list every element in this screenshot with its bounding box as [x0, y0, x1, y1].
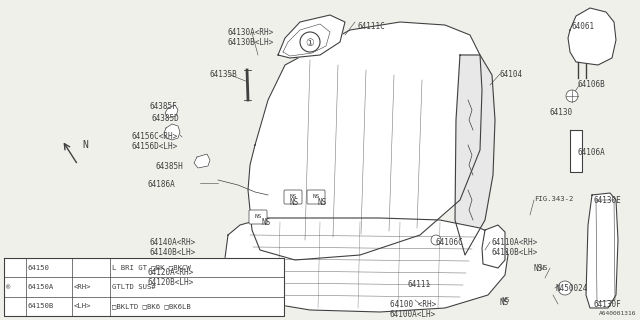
Text: 64385F: 64385F: [150, 102, 178, 111]
Text: 64130A<RH>: 64130A<RH>: [228, 28, 275, 37]
Polygon shape: [194, 154, 210, 168]
Text: 64150A: 64150A: [28, 284, 54, 290]
Text: 64104: 64104: [500, 70, 523, 79]
Text: 64186A: 64186A: [148, 180, 176, 189]
Text: 64130F: 64130F: [594, 300, 621, 309]
Text: □BKLTD □BK6 □BK6LB: □BKLTD □BK6 □BK6LB: [112, 303, 191, 309]
Text: 64106C: 64106C: [436, 238, 464, 247]
FancyBboxPatch shape: [307, 190, 325, 204]
FancyBboxPatch shape: [284, 190, 302, 204]
Text: N450024: N450024: [555, 284, 588, 293]
Text: 64061: 64061: [572, 22, 595, 31]
Circle shape: [566, 90, 578, 102]
Text: NS: NS: [540, 265, 548, 271]
Text: <LH>: <LH>: [74, 303, 92, 309]
Polygon shape: [165, 105, 178, 118]
Text: A640001316: A640001316: [598, 311, 636, 316]
Polygon shape: [248, 22, 482, 260]
Text: 64106B: 64106B: [578, 80, 605, 89]
Text: 64120B<LH>: 64120B<LH>: [148, 278, 195, 287]
Polygon shape: [225, 218, 508, 312]
Polygon shape: [568, 8, 616, 65]
Text: NS: NS: [534, 264, 543, 273]
Text: ®: ®: [6, 284, 10, 290]
Polygon shape: [570, 130, 582, 172]
Text: NS: NS: [502, 297, 511, 303]
Text: 64130B<LH>: 64130B<LH>: [228, 38, 275, 47]
Polygon shape: [482, 225, 505, 268]
Text: NS: NS: [500, 298, 509, 307]
Polygon shape: [164, 124, 180, 140]
Text: 64140B<LH>: 64140B<LH>: [150, 248, 196, 257]
Circle shape: [558, 281, 572, 295]
Text: 64106A: 64106A: [578, 148, 605, 157]
Text: 64156C<RH>: 64156C<RH>: [132, 132, 179, 141]
Circle shape: [431, 235, 441, 245]
Text: NS: NS: [318, 198, 327, 207]
Text: 64135B: 64135B: [210, 70, 237, 79]
Text: 64385H: 64385H: [155, 162, 183, 171]
Polygon shape: [4, 258, 284, 316]
Text: GTLTD SUS#: GTLTD SUS#: [112, 284, 156, 290]
Circle shape: [300, 32, 320, 52]
FancyBboxPatch shape: [249, 210, 267, 224]
Text: 64100A<LH>: 64100A<LH>: [390, 310, 436, 319]
Text: 64140A<RH>: 64140A<RH>: [150, 238, 196, 247]
Text: NS: NS: [290, 198, 300, 207]
Polygon shape: [455, 55, 495, 255]
Text: 64150: 64150: [28, 265, 50, 271]
Text: 64111: 64111: [408, 280, 431, 289]
Text: 64110B<LH>: 64110B<LH>: [492, 248, 538, 257]
Text: 64110A<RH>: 64110A<RH>: [492, 238, 538, 247]
Polygon shape: [278, 15, 345, 58]
Text: NS: NS: [289, 195, 297, 199]
Text: 64111C: 64111C: [358, 22, 386, 31]
Text: 64150B: 64150B: [28, 303, 54, 309]
Text: 64130E: 64130E: [594, 196, 621, 205]
Text: 64156D<LH>: 64156D<LH>: [132, 142, 179, 151]
Text: 64130: 64130: [549, 108, 572, 117]
Text: NS: NS: [262, 218, 271, 227]
Text: 64100 <RH>: 64100 <RH>: [390, 300, 436, 309]
Polygon shape: [586, 193, 618, 308]
Text: L BRI GT □BK □BKCW: L BRI GT □BK □BKCW: [112, 265, 191, 271]
Text: ①: ①: [306, 38, 314, 48]
Text: NS: NS: [312, 195, 320, 199]
Text: NS: NS: [254, 214, 262, 220]
Text: FIG.343-2: FIG.343-2: [534, 196, 573, 202]
Text: <RH>: <RH>: [74, 284, 92, 290]
Text: 64120A<RH>: 64120A<RH>: [148, 268, 195, 277]
Text: N: N: [82, 140, 88, 150]
Text: 64385D: 64385D: [152, 114, 180, 123]
